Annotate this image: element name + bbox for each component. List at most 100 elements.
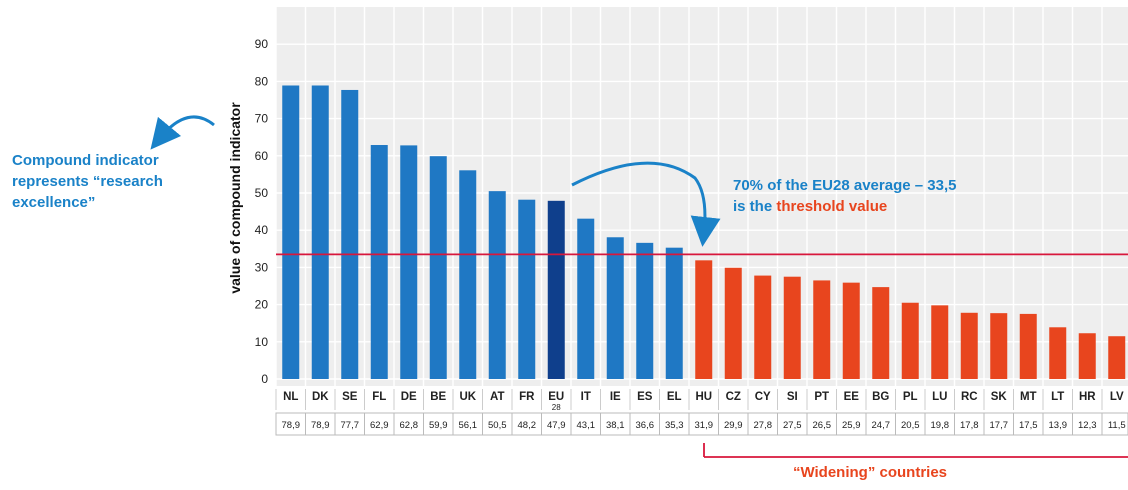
y-tick-label: 90 xyxy=(255,37,269,51)
value-label-eu: 47,9 xyxy=(547,420,566,431)
bar-hu xyxy=(695,260,713,379)
value-label-at: 50,5 xyxy=(488,420,507,431)
category-label-de: DE xyxy=(401,391,417,403)
bar-rc xyxy=(960,312,978,379)
value-label-lv: 11,5 xyxy=(1108,420,1126,431)
category-label-uk: UK xyxy=(459,391,476,403)
bar-fr xyxy=(518,199,536,379)
value-label-pt: 26,5 xyxy=(813,420,832,431)
bar-se xyxy=(341,89,359,380)
left-annotation: Compound indicator represents “research … xyxy=(12,150,217,213)
value-label-rc: 17,8 xyxy=(960,420,979,431)
category-label-eu: EU xyxy=(548,391,564,403)
category-label-se: SE xyxy=(342,391,358,403)
bar-nl xyxy=(282,85,300,379)
category-label-cz: CZ xyxy=(726,391,741,403)
category-label-es: ES xyxy=(637,391,653,403)
value-label-lu: 19,8 xyxy=(931,420,950,431)
bar-de xyxy=(400,145,418,379)
value-label-el: 35,3 xyxy=(665,420,684,431)
category-label-sk: SK xyxy=(991,391,1008,403)
value-label-nl: 78,9 xyxy=(282,420,301,431)
category-label-lu: LU xyxy=(932,391,947,403)
bar-ie xyxy=(606,237,624,379)
category-label-el: EL xyxy=(667,391,682,403)
y-tick-label: 10 xyxy=(255,335,269,349)
category-label-ee: EE xyxy=(844,391,860,403)
category-label-ie: IE xyxy=(610,391,621,403)
widening-countries-label: “Widening” countries xyxy=(792,464,948,481)
category-label-at: AT xyxy=(490,391,504,403)
value-label-bg: 24,7 xyxy=(872,420,891,431)
category-label-mt: MT xyxy=(1020,391,1037,403)
bar-cy xyxy=(754,275,772,379)
bar-at xyxy=(488,191,506,379)
category-sublabel-eu: 28 xyxy=(552,403,561,412)
value-label-ee: 25,9 xyxy=(842,420,861,431)
y-tick-label: 20 xyxy=(255,298,269,312)
threshold-annotation-line2: is the threshold value xyxy=(733,196,1053,217)
y-tick-label: 50 xyxy=(255,186,269,200)
category-label-nl: NL xyxy=(283,391,298,403)
value-label-be: 59,9 xyxy=(429,420,448,431)
category-label-dk: DK xyxy=(312,391,329,403)
category-label-lt: LT xyxy=(1051,391,1064,403)
category-row-background xyxy=(276,386,1128,413)
y-tick-label: 40 xyxy=(255,223,269,237)
bar-bg xyxy=(872,287,890,379)
bar-it xyxy=(577,218,595,379)
left-arrow-icon xyxy=(150,115,215,150)
category-label-fl: FL xyxy=(372,391,386,403)
bar-uk xyxy=(459,170,477,379)
value-label-de: 62,8 xyxy=(400,420,419,431)
bar-fl xyxy=(370,145,388,379)
category-label-cy: CY xyxy=(755,391,771,403)
bar-sk xyxy=(990,313,1008,379)
bar-pl xyxy=(901,302,919,379)
bar-si xyxy=(783,276,801,379)
category-label-pt: PT xyxy=(814,391,829,403)
bar-es xyxy=(636,242,654,379)
value-label-si: 27,5 xyxy=(783,420,802,431)
y-tick-label: 30 xyxy=(255,260,269,274)
value-label-mt: 17,5 xyxy=(1019,420,1038,431)
value-label-ie: 38,1 xyxy=(606,420,625,431)
category-label-si: SI xyxy=(787,391,798,403)
category-label-fr: FR xyxy=(519,391,535,403)
bar-lt xyxy=(1049,327,1067,379)
y-tick-label: 60 xyxy=(255,149,269,163)
category-label-it: IT xyxy=(581,391,591,403)
bar-lu xyxy=(931,305,949,379)
threshold-annotation-highlight: threshold value xyxy=(776,198,888,215)
bar-dk xyxy=(311,85,329,379)
bar-el xyxy=(665,247,683,379)
category-label-be: BE xyxy=(430,391,446,403)
bar-be xyxy=(429,156,447,379)
value-label-fl: 62,9 xyxy=(370,420,389,431)
left-annotation-text: Compound indicator represents “research … xyxy=(12,152,163,211)
category-label-bg: BG xyxy=(872,391,889,403)
threshold-annotation-mid: is the xyxy=(733,198,777,215)
threshold-annotation: 70% of the EU28 average – 33,5 is the th… xyxy=(733,175,1053,217)
value-label-sk: 17,7 xyxy=(990,420,1009,431)
value-label-lt: 13,9 xyxy=(1049,420,1068,431)
bar-mt xyxy=(1019,313,1037,379)
value-label-it: 43,1 xyxy=(577,420,596,431)
value-label-fr: 48,2 xyxy=(518,420,537,431)
bar-ee xyxy=(842,282,860,379)
value-label-se: 77,7 xyxy=(341,420,360,431)
category-label-hu: HU xyxy=(695,391,712,403)
value-label-cy: 27,8 xyxy=(754,420,773,431)
bar-lv xyxy=(1108,336,1126,379)
value-label-hu: 31,9 xyxy=(695,420,714,431)
bar-eu xyxy=(547,200,565,379)
bar-cz xyxy=(724,267,742,379)
value-label-uk: 56,1 xyxy=(459,420,478,431)
category-label-lv: LV xyxy=(1110,391,1124,403)
bar-pt xyxy=(813,280,831,379)
value-label-cz: 29,9 xyxy=(724,420,743,431)
value-label-pl: 20,5 xyxy=(901,420,920,431)
y-tick-label: 80 xyxy=(255,74,269,88)
